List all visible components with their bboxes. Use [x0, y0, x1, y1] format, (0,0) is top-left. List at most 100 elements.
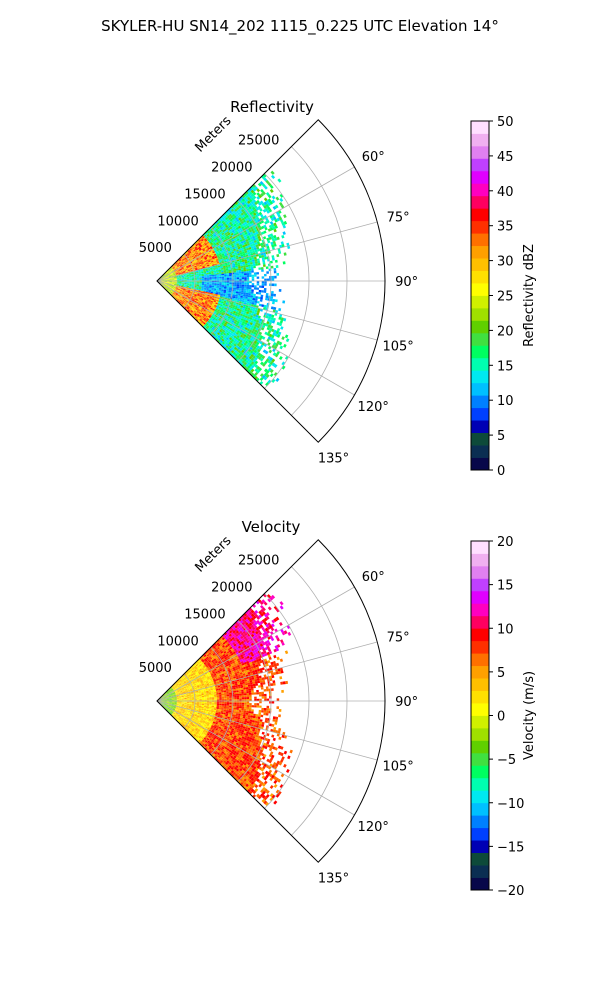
reflectivity-colorbar-tick-label: 15 — [497, 359, 514, 374]
velocity-data-cell — [178, 712, 182, 715]
reflectivity-data-cell — [203, 272, 207, 274]
reflectivity-data-cell — [176, 263, 179, 266]
reflectivity-data-cell — [251, 278, 255, 281]
reflectivity-data-cell — [222, 294, 226, 297]
reflectivity-data-cell — [254, 329, 258, 333]
velocity-data-cell — [175, 693, 179, 696]
reflectivity-data-cell — [282, 261, 286, 265]
velocity-data-cell — [168, 710, 171, 713]
velocity-data-cell — [170, 687, 173, 690]
reflectivity-data-cell — [166, 288, 170, 291]
reflectivity-data-cell — [201, 285, 205, 288]
reflectivity-data-cell — [166, 276, 169, 279]
velocity-data-cell — [170, 693, 173, 695]
reflectivity-data-cell — [271, 362, 276, 367]
reflectivity-data-cell — [251, 283, 255, 286]
reflectivity-data-cell — [214, 249, 218, 253]
reflectivity-data-cell — [176, 274, 179, 276]
reflectivity-data-cell — [227, 295, 231, 298]
reflectivity-data-cell — [194, 293, 198, 296]
reflectivity-data-cell — [205, 248, 209, 252]
reflectivity-data-cell — [229, 281, 232, 283]
reflectivity-data-cell — [256, 365, 261, 370]
reflectivity-data-cell — [171, 277, 175, 279]
reflectivity-data-cell — [248, 246, 252, 250]
reflectivity-data-cell — [184, 302, 187, 305]
velocity-data-cell — [188, 715, 191, 718]
velocity-data-cell — [167, 692, 170, 695]
reflectivity-data-cell — [197, 245, 200, 249]
reflectivity-data-cell — [274, 333, 278, 337]
reflectivity-data-cell — [198, 316, 201, 319]
reflectivity-data-cell — [202, 259, 206, 262]
reflectivity-data-cell — [177, 271, 181, 274]
reflectivity-data-cell — [238, 289, 242, 293]
velocity-data-cell — [191, 706, 194, 708]
reflectivity-data-cell — [253, 302, 257, 306]
reflectivity-data-cell — [227, 243, 231, 246]
velocity-data-cell — [191, 702, 195, 704]
reflectivity-data-cell — [179, 269, 183, 271]
reflectivity-data-cell — [235, 327, 240, 331]
reflectivity-data-cell — [234, 252, 238, 255]
reflectivity-data-cell — [180, 289, 183, 291]
reflectivity-data-cell — [177, 265, 181, 268]
reflectivity-data-cell — [211, 297, 215, 299]
velocity-data-cell — [160, 696, 163, 698]
reflectivity-data-cell — [205, 269, 209, 272]
reflectivity-data-cell — [227, 296, 231, 299]
reflectivity-data-cell — [176, 291, 180, 293]
velocity-data-cell — [199, 701, 202, 703]
reflectivity-data-cell — [230, 208, 235, 212]
velocity-data-cell — [177, 708, 181, 711]
reflectivity-data-cell — [221, 260, 225, 263]
reflectivity-data-cell — [239, 277, 242, 280]
reflectivity-data-cell — [166, 278, 170, 280]
reflectivity-data-cell — [182, 255, 186, 258]
velocity-data-cell — [171, 689, 174, 692]
reflectivity-data-cell — [166, 288, 169, 291]
velocity-data-cell — [171, 689, 174, 691]
velocity-data-cell — [194, 713, 198, 716]
reflectivity-data-cell — [208, 288, 212, 291]
reflectivity-data-cell — [259, 180, 264, 185]
reflectivity-data-cell — [259, 377, 264, 382]
reflectivity-data-cell — [227, 208, 231, 213]
reflectivity-data-cell — [193, 305, 197, 309]
reflectivity-data-cell — [218, 308, 221, 311]
reflectivity-data-cell — [210, 247, 214, 250]
reflectivity-data-cell — [221, 288, 224, 290]
reflectivity-data-cell — [273, 363, 278, 369]
reflectivity-data-cell — [201, 320, 204, 324]
velocity-data-cell — [189, 727, 193, 730]
velocity-data-cell — [164, 703, 167, 705]
velocity-data-cell — [198, 706, 202, 708]
velocity-data-cell — [170, 706, 174, 708]
velocity-data-cell — [198, 694, 202, 696]
reflectivity-data-cell — [251, 323, 256, 327]
reflectivity-azimuth-tick-label: 60° — [362, 150, 385, 165]
reflectivity-data-cell — [242, 261, 246, 264]
reflectivity-data-cell — [209, 241, 213, 244]
reflectivity-data-cell — [169, 271, 172, 273]
reflectivity-data-cell — [257, 182, 262, 187]
velocity-data-cell — [168, 705, 171, 707]
reflectivity-data-cell — [240, 293, 244, 297]
reflectivity-data-cell — [170, 286, 174, 289]
reflectivity-data-cell — [210, 291, 214, 294]
reflectivity-data-cell — [161, 281, 165, 283]
reflectivity-data-cell — [217, 335, 221, 339]
reflectivity-data-cell — [202, 310, 206, 313]
reflectivity-data-cell — [189, 277, 192, 279]
velocity-data-cell — [194, 685, 197, 688]
reflectivity-data-cell — [250, 268, 254, 271]
reflectivity-data-cell — [250, 266, 254, 269]
velocity-data-cell — [181, 686, 184, 689]
reflectivity-data-cell — [216, 288, 219, 291]
reflectivity-data-cell — [236, 238, 240, 242]
reflectivity-data-cell — [198, 288, 202, 290]
velocity-data-cell — [172, 692, 176, 694]
reflectivity-data-cell — [263, 224, 267, 229]
velocity-data-cell — [161, 696, 164, 699]
reflectivity-data-cell — [244, 281, 247, 283]
